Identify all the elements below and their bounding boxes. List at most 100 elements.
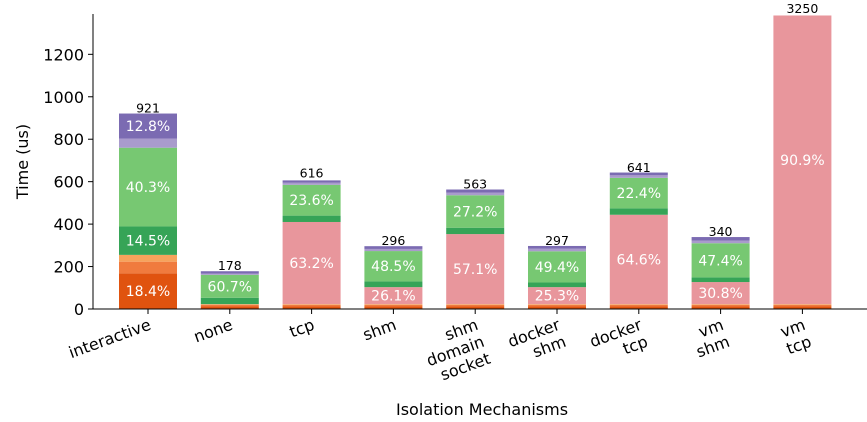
segment-labels-layer: 18.4% 14.5% 40.3% 12.8% 60.7% 63.2% 23.6% 26.1%…	[126, 119, 825, 305]
bar-segment	[282, 184, 341, 216]
segment-percent-label: 12.8%	[126, 119, 170, 135]
bar-segment	[364, 246, 423, 249]
bar-segment	[119, 147, 177, 227]
bar-total-label: 641	[627, 160, 651, 175]
x-axis-title: Isolation Mechanisms	[396, 400, 568, 419]
bar-segment	[282, 182, 341, 185]
bar-segment	[773, 15, 832, 305]
bar-segment	[691, 240, 750, 244]
bar-total-label: 3250	[786, 1, 818, 16]
bar-segment	[609, 306, 668, 309]
segment-percent-label: 30.8%	[698, 286, 742, 302]
segment-percent-label: 47.4%	[698, 253, 742, 269]
bar-segment	[609, 304, 668, 307]
bar-segment	[528, 304, 586, 305]
segment-percent-label: 40.3%	[126, 180, 170, 196]
bar-segment	[364, 287, 423, 305]
y-tick-label: 0	[74, 300, 84, 319]
bar-segment	[446, 234, 505, 305]
segment-percent-label: 63.2%	[289, 256, 333, 272]
bar-segment	[119, 254, 177, 262]
y-tick-label: 1000	[43, 88, 84, 107]
bar-segment	[364, 304, 423, 305]
bar-segment	[200, 271, 259, 274]
bar-segment	[119, 261, 177, 274]
segment-percent-label: 14.5%	[126, 234, 170, 250]
bar-segment	[691, 243, 750, 278]
bar-total-label: 616	[300, 165, 324, 180]
y-tick-label: 200	[53, 258, 84, 277]
bar-segment	[609, 175, 668, 178]
bar-segment	[691, 304, 750, 307]
bar-segment	[119, 226, 177, 255]
bar-total-label: 563	[463, 177, 487, 192]
bar-segment	[119, 113, 177, 139]
bar-segment	[528, 245, 586, 249]
segment-percent-label: 18.4%	[126, 284, 170, 300]
x-tick-label: shm	[694, 332, 733, 362]
x-tick-label-group: tcp	[287, 315, 317, 341]
x-tick-label-group: interactive	[66, 315, 153, 362]
segment-percent-label: 64.6%	[617, 252, 661, 268]
bar-segment	[200, 274, 259, 298]
bar-segment	[446, 304, 505, 305]
bar-segment	[282, 221, 341, 305]
segment-percent-label: 60.7%	[208, 279, 252, 295]
x-tick-label-group: none	[191, 315, 235, 347]
bar-segment	[773, 304, 832, 305]
bar-total-label: 178	[218, 258, 242, 273]
bar-segment	[446, 304, 505, 307]
bar-segment	[282, 180, 341, 183]
bar-segment	[691, 304, 750, 305]
bar-segment	[282, 306, 341, 309]
bar-segment	[200, 304, 259, 305]
segment-percent-label: 27.2%	[453, 204, 497, 220]
x-tick-label: shm	[360, 315, 399, 345]
bar-segment	[364, 304, 423, 307]
segment-percent-label: 23.6%	[289, 193, 333, 209]
bar-segment	[528, 306, 586, 309]
bar-segment	[364, 251, 423, 282]
bar-segment	[528, 304, 586, 307]
segment-percent-label: 49.4%	[535, 260, 579, 276]
bar-segment	[282, 215, 341, 222]
axes-layer	[92, 14, 867, 310]
bar-segment	[691, 282, 750, 305]
bar-segment	[609, 177, 668, 209]
bar-segment	[200, 297, 259, 305]
bar-segment	[282, 304, 341, 305]
bar-segment	[446, 227, 505, 235]
bar-segment	[446, 195, 505, 228]
x-tick-label: tcp	[287, 315, 317, 341]
segment-percent-label: 25.3%	[535, 289, 579, 305]
bar-segment	[446, 306, 505, 309]
bars-layer	[119, 15, 832, 309]
segment-percent-label: 22.4%	[617, 186, 661, 202]
y-tick-label: 800	[53, 130, 84, 149]
bar-segment	[200, 273, 259, 275]
bar-segment	[528, 287, 586, 305]
bar-segment	[609, 214, 668, 305]
bar-segment	[691, 237, 750, 241]
bar-segment	[364, 306, 423, 309]
segment-percent-label: 57.1%	[453, 262, 497, 278]
x-tick-label: none	[191, 315, 235, 347]
bar-segment	[446, 189, 505, 193]
bar-segment	[528, 251, 586, 283]
y-tick-label: 600	[53, 173, 84, 192]
bar-segment	[364, 281, 423, 288]
segment-percent-label: 26.1%	[371, 289, 415, 305]
bar-total-label: 921	[136, 101, 160, 116]
bar-segment	[609, 208, 668, 215]
segment-percent-label: 90.9%	[780, 153, 824, 169]
bar-segment	[364, 248, 423, 252]
bar-total-label: 340	[709, 224, 733, 239]
